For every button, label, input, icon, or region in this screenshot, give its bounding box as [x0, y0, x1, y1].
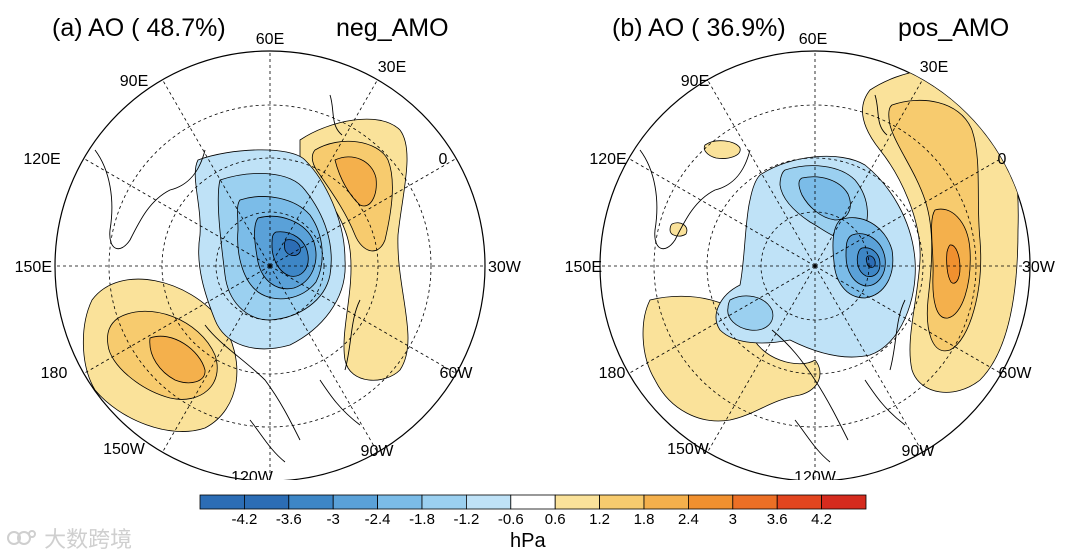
lon-label-120e: 120E	[23, 151, 60, 168]
lon-label-30e: 30E	[920, 59, 948, 76]
colorbar-box	[732, 494, 778, 510]
colorbar-box	[554, 494, 601, 510]
colorbar-tick-label: -3.6	[276, 511, 302, 526]
lon-label-90e: 90E	[681, 73, 709, 90]
map-panel-a: (a) AO ( 48.7%) neg_AMO	[0, 0, 540, 480]
colorbar-tick-label: -0.6	[498, 511, 524, 526]
watermark-logo-icon	[6, 527, 36, 555]
panel-a-title: (a) AO ( 48.7%)	[52, 14, 226, 42]
colorbar-box	[377, 494, 423, 510]
lon-label-60e: 60E	[799, 31, 827, 48]
colorbar-tick-label: 4.2	[811, 511, 832, 526]
lon-label-30w: 30W	[488, 259, 522, 276]
colorbar-box	[332, 494, 378, 510]
colorbar-box	[510, 494, 556, 510]
colorbar-box	[687, 494, 734, 510]
colorbar-unit-label: hPa	[510, 530, 546, 552]
panel-b-case: pos_AMO	[898, 14, 1010, 42]
lon-label-0: 0	[998, 151, 1007, 168]
colorbar-tick-label: -3	[327, 511, 340, 526]
lon-label-150w: 150W	[667, 441, 710, 458]
colorbar-box	[776, 494, 823, 510]
lon-label-60w: 60W	[440, 365, 474, 382]
panel-b-title: (b) AO ( 36.9%)	[612, 14, 786, 42]
colorbar-box	[821, 494, 867, 510]
colorbar-box	[643, 494, 689, 510]
colorbar-tick-label: 1.8	[634, 511, 655, 526]
colorbar-tick-label: 1.2	[589, 511, 610, 526]
lon-label-120w: 120W	[231, 469, 274, 480]
lon-label-90e: 90E	[120, 73, 148, 90]
colorbar-box	[244, 494, 290, 510]
polar-map-a: 60E 30E 0 30W 60W 90W 120W 150W 180 150E…	[15, 31, 522, 480]
lon-label-30w: 30W	[1022, 259, 1056, 276]
positive-blob-1	[703, 140, 741, 159]
lon-label-120e: 120E	[589, 151, 626, 168]
colorbar-boxes	[199, 494, 867, 510]
lon-label-180: 180	[599, 365, 626, 382]
colorbar-tick-label: 3.6	[767, 511, 788, 526]
map-panel-b: (b) AO ( 36.9%) pos_AMO	[540, 0, 1080, 480]
lon-label-180: 180	[41, 365, 68, 382]
lon-label-60w: 60W	[999, 365, 1033, 382]
colorbar-tick-label: -1.2	[453, 511, 479, 526]
lon-label-60e: 60E	[256, 31, 284, 48]
lon-label-150e: 150E	[15, 259, 52, 276]
lon-label-150e: 150E	[565, 259, 602, 276]
lon-label-120w: 120W	[794, 469, 837, 480]
atlantic-positive-peak	[334, 156, 377, 207]
lon-label-30e: 30E	[378, 59, 406, 76]
colorbar-tick-label: -2.4	[365, 511, 391, 526]
colorbar-tick-label: -1.8	[409, 511, 435, 526]
watermark-text: 大数跨境	[44, 527, 133, 552]
coastlines-a	[94, 94, 361, 463]
atlantic-positive-peak	[946, 244, 961, 284]
colorbar-tick-label: -4.2	[231, 511, 257, 526]
colorbar-box	[199, 494, 245, 510]
pacific-negative-lobe	[727, 295, 774, 331]
polar-map-b: 60E 30E 0 30W 60W 90W 120W 150W 180 150E…	[565, 31, 1056, 480]
colorbar-tick-label: 0.6	[545, 511, 566, 526]
arctic-negative-peak	[283, 239, 301, 256]
colorbar: -4.2 -3.6 -3 -2.4 -1.8 -1.2 -0.6 0.6 1.2 1.8 2.4 3 3…	[199, 494, 867, 526]
lon-label-90w: 90W	[361, 443, 395, 460]
colorbar-tick-label: 3	[729, 511, 737, 526]
colorbar-box	[599, 494, 645, 510]
lon-label-150w: 150W	[103, 441, 146, 458]
watermark: 大数跨境	[6, 522, 132, 555]
lon-label-90w: 90W	[902, 443, 936, 460]
colorbar-box	[465, 494, 512, 510]
lon-label-0: 0	[439, 151, 448, 168]
colorbar-tick-label: 2.4	[678, 511, 699, 526]
colorbar-ticks: -4.2 -3.6 -3 -2.4 -1.8 -1.2 -0.6 0.6 1.2 1.8 2.4 3 3…	[231, 511, 832, 526]
panel-a-case: neg_AMO	[336, 14, 449, 42]
colorbar-box	[288, 494, 334, 510]
pacific-positive-peak	[149, 335, 206, 384]
arctic-negative-ring3	[798, 176, 851, 221]
colorbar-box	[421, 494, 467, 510]
